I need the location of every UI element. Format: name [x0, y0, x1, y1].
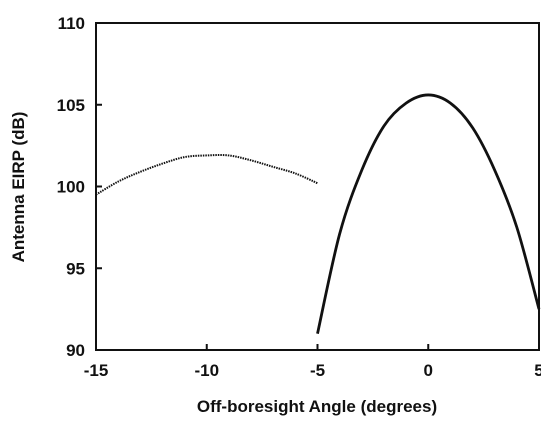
y-tick-label: 110: [58, 14, 85, 33]
y-tick-label: 105: [57, 96, 85, 115]
x-tick-label: 5: [534, 361, 541, 380]
sidelobe-curve: [95, 154, 318, 196]
series-layer: [95, 93, 541, 334]
y-tick-label: 90: [66, 341, 85, 360]
mainlobe-curve: [316, 93, 541, 334]
y-axis-label: Antenna EIRP (dB): [9, 112, 28, 263]
x-axis-label: Off-boresight Angle (degrees): [197, 397, 437, 416]
x-tick-label: -5: [310, 361, 325, 380]
x-tick-label: -15: [84, 361, 109, 380]
y-tick-label: 95: [66, 259, 85, 278]
plot-frame: [95, 22, 540, 351]
y-axis-ticks: 90 95 100 105 110: [57, 14, 102, 360]
x-axis-ticks: -15 -10 -5 0 5: [84, 344, 541, 380]
y-tick-label: 100: [57, 178, 85, 197]
x-tick-label: -10: [194, 361, 219, 380]
x-tick-label: 0: [424, 361, 433, 380]
